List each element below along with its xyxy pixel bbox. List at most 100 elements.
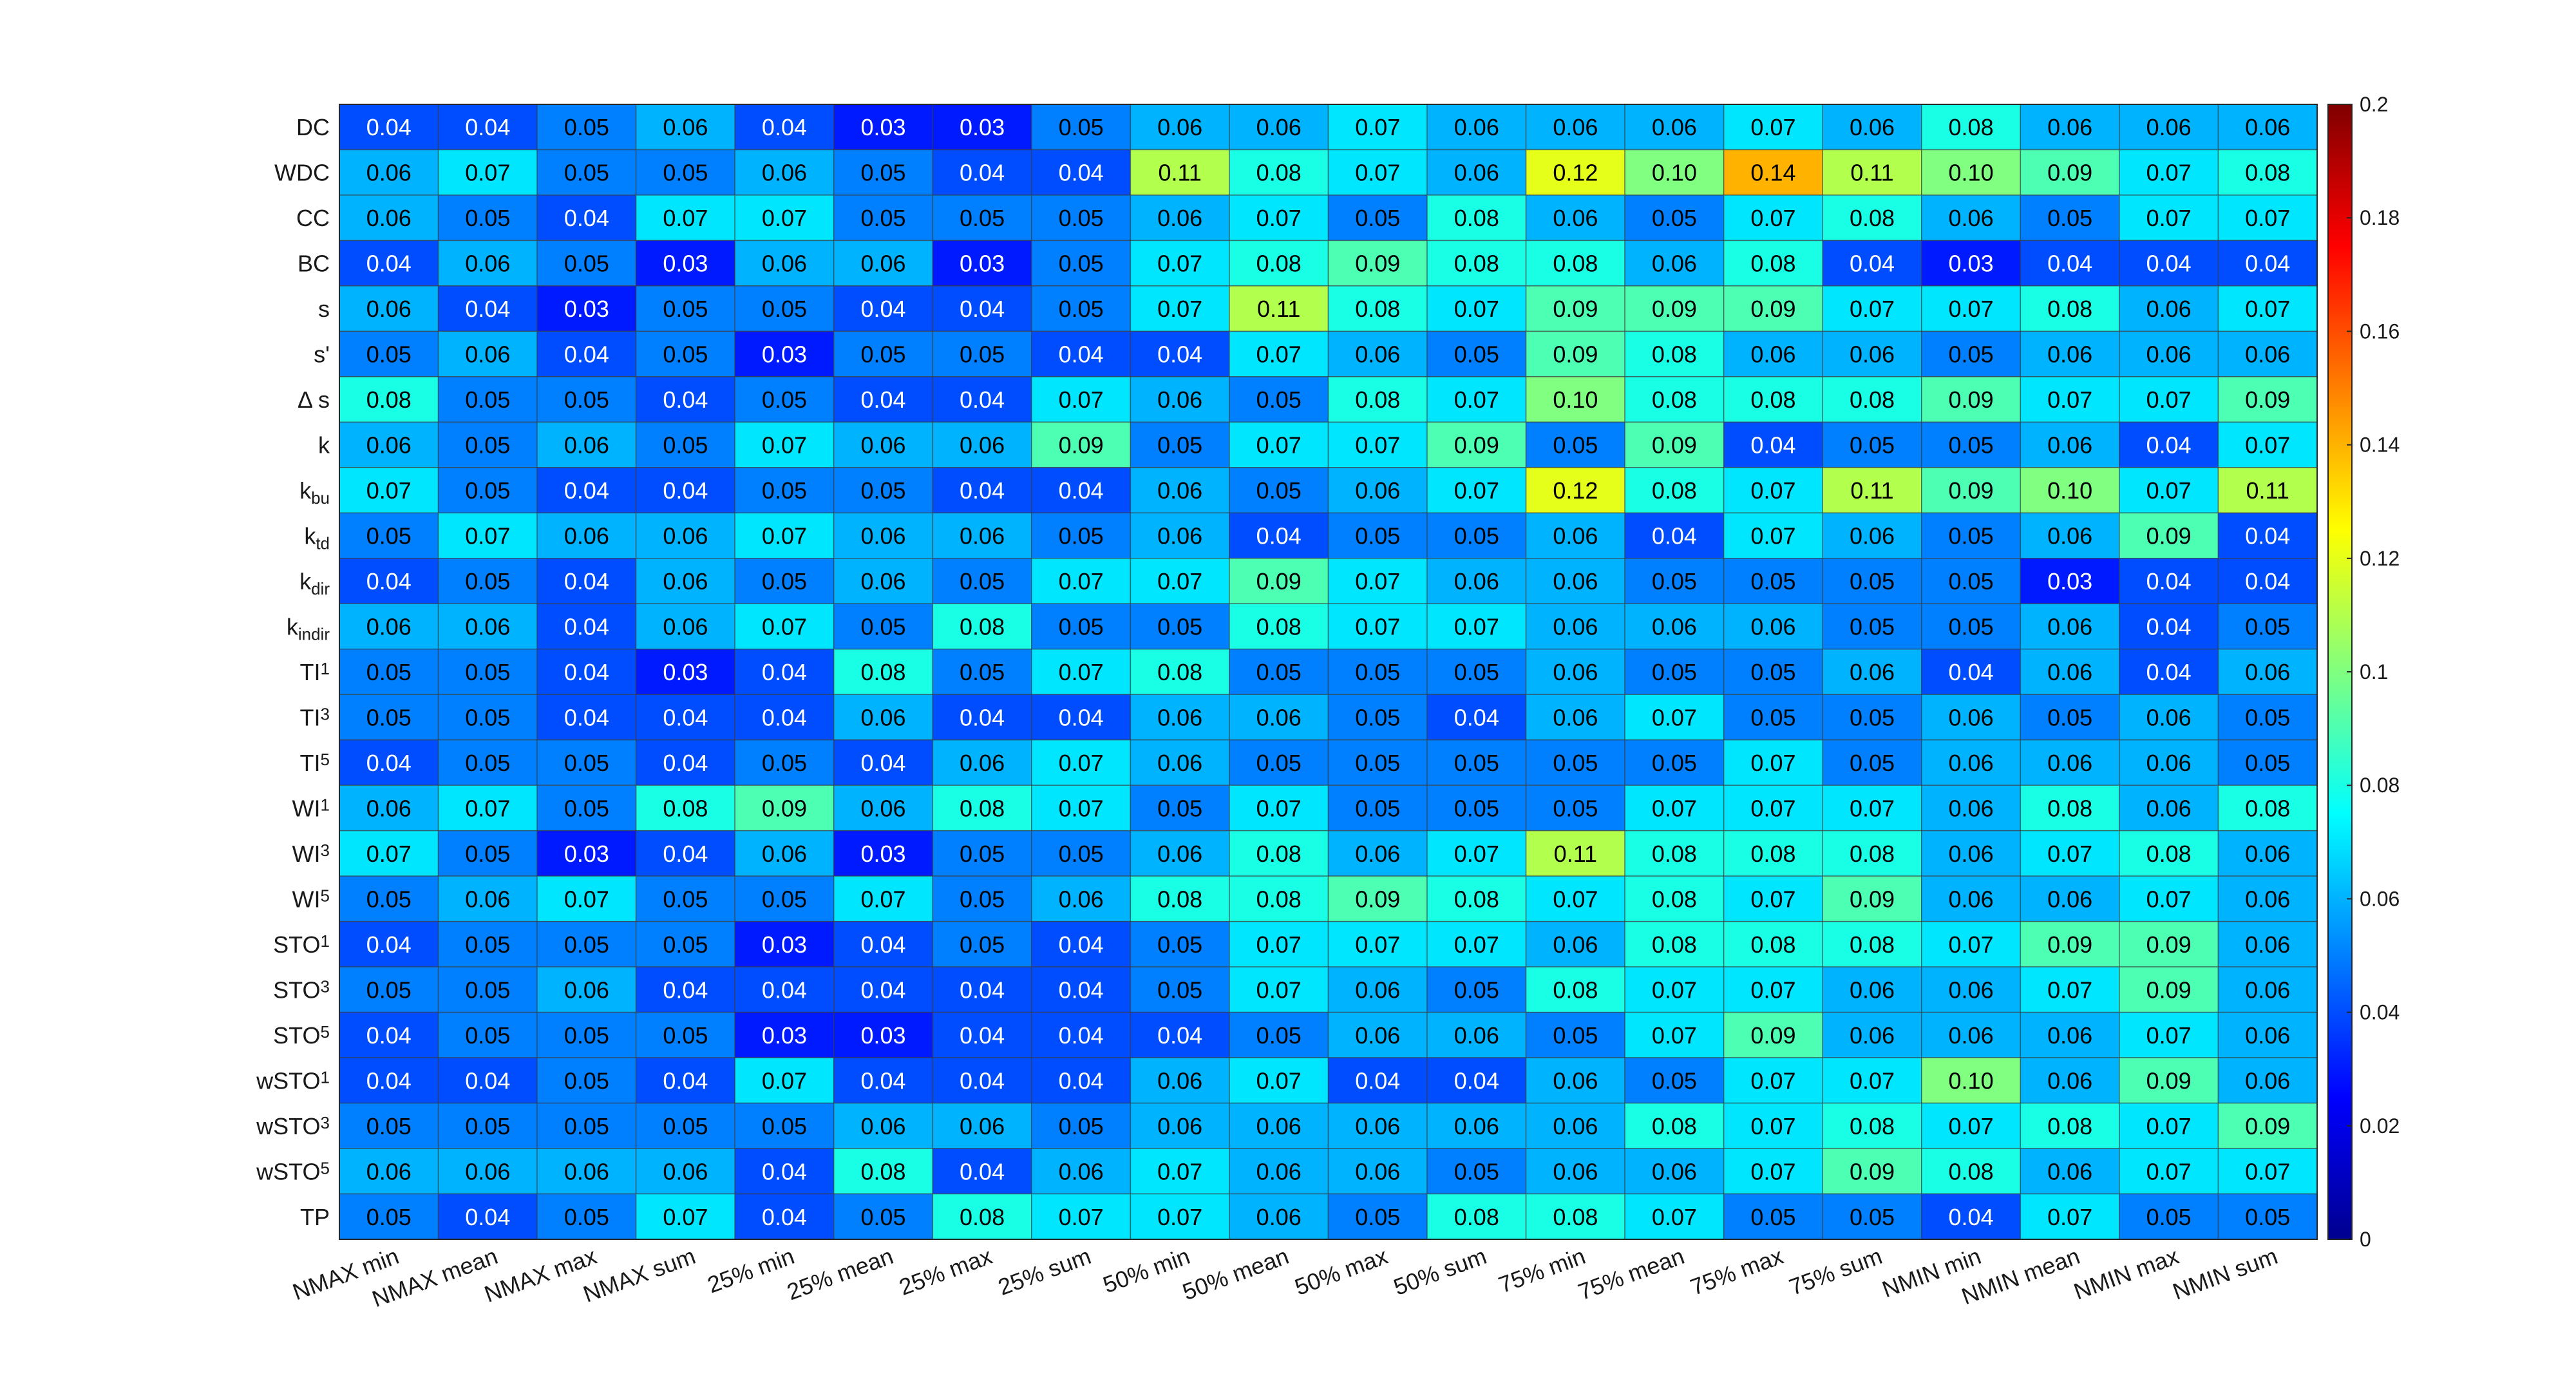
heatmap-cell bbox=[1426, 966, 1527, 1013]
heatmap-cell bbox=[734, 739, 835, 786]
cell-value-label: 0.06 bbox=[1256, 1113, 1302, 1139]
heatmap-cell bbox=[1327, 195, 1428, 242]
cell-value-label: 0.08 bbox=[960, 795, 1005, 821]
heatmap-cell bbox=[1822, 558, 1922, 605]
cell-value-label: 0.04 bbox=[960, 1022, 1005, 1049]
heatmap-cell bbox=[833, 240, 934, 287]
cell-value-label: 0.05 bbox=[1059, 614, 1104, 640]
heatmap-cell bbox=[1723, 966, 1823, 1013]
heatmap-cell bbox=[635, 330, 735, 377]
heatmap-cell bbox=[2119, 649, 2219, 695]
cell-value-label: 0.07 bbox=[1157, 1204, 1202, 1230]
cell-value-label: 0.06 bbox=[1355, 477, 1400, 504]
heatmap-cell bbox=[1822, 104, 1922, 151]
cell-value-label: 0.10 bbox=[2047, 477, 2092, 504]
cell-value-label: 0.07 bbox=[1157, 251, 1202, 277]
heatmap-cell bbox=[1031, 694, 1132, 741]
heatmap-cell bbox=[2217, 1102, 2318, 1149]
heatmap-cell bbox=[1624, 512, 1725, 559]
heatmap-cell bbox=[2020, 149, 2120, 196]
heatmap-cell bbox=[1525, 467, 1625, 514]
cell-value-label: 0.04 bbox=[366, 568, 412, 595]
heatmap-cell bbox=[1723, 694, 1823, 741]
heatmap-cell bbox=[734, 1011, 835, 1058]
cell-value-label: 0.06 bbox=[1355, 976, 1400, 1003]
heatmap-cell bbox=[932, 830, 1032, 877]
row-label: kbu bbox=[299, 477, 330, 508]
heatmap-cell bbox=[833, 649, 934, 695]
heatmap-cell bbox=[1229, 649, 1329, 695]
cell-value-label: 0.06 bbox=[1652, 1158, 1697, 1185]
heatmap-cell bbox=[437, 104, 538, 151]
heatmap-cell bbox=[437, 830, 538, 877]
heatmap-cell bbox=[2020, 1193, 2120, 1240]
cell-value-label: 0.06 bbox=[2245, 841, 2290, 867]
cell-value-label: 0.06 bbox=[1157, 477, 1202, 504]
colorbar-tick-label: 0.04 bbox=[2360, 1001, 2400, 1024]
cell-value-label: 0.04 bbox=[2245, 251, 2290, 277]
cell-value-label: 0.06 bbox=[366, 432, 412, 459]
cell-value-label: 0.07 bbox=[366, 477, 412, 504]
cell-value-label: 0.04 bbox=[564, 704, 609, 730]
cell-value-label: 0.07 bbox=[762, 432, 807, 459]
heatmap-cell bbox=[1229, 1102, 1329, 1149]
cell-value-label: 0.08 bbox=[1850, 841, 1895, 867]
cell-value-label: 0.05 bbox=[1949, 568, 1994, 595]
cell-value-label: 0.05 bbox=[1652, 750, 1697, 776]
cell-value-label: 0.06 bbox=[860, 523, 905, 549]
cell-value-label: 0.05 bbox=[1059, 523, 1104, 549]
heatmap-cell bbox=[437, 739, 538, 786]
heatmap-cell bbox=[635, 240, 735, 287]
heatmap-cell bbox=[1822, 421, 1922, 468]
heatmap-cell bbox=[1130, 1011, 1230, 1058]
heatmap-cell bbox=[1031, 104, 1132, 151]
heatmap-cell bbox=[339, 149, 439, 196]
cell-value-label: 0.06 bbox=[1553, 659, 1598, 685]
cell-value-label: 0.08 bbox=[1256, 886, 1302, 912]
row-label: TI5 bbox=[300, 750, 330, 776]
cell-value-label: 0.05 bbox=[1256, 750, 1302, 776]
heatmap-cell bbox=[2020, 785, 2120, 832]
cell-value-label: 0.04 bbox=[2245, 523, 2290, 549]
cell-value-label: 0.03 bbox=[663, 659, 708, 685]
cell-value-label: 0.07 bbox=[1157, 1158, 1202, 1185]
heatmap-cell bbox=[1525, 875, 1625, 922]
cell-value-label: 0.07 bbox=[2146, 1158, 2192, 1185]
heatmap-cell bbox=[536, 149, 637, 196]
cell-value-label: 0.05 bbox=[564, 386, 609, 413]
cell-value-label: 0.04 bbox=[663, 1067, 708, 1094]
heatmap-cell bbox=[932, 1193, 1032, 1240]
cell-value-label: 0.08 bbox=[1652, 477, 1697, 504]
cell-value-label: 0.05 bbox=[1256, 659, 1302, 685]
heatmap-cell bbox=[2119, 558, 2219, 605]
cell-value-label: 0.11 bbox=[2246, 477, 2289, 504]
cell-value-label: 0.06 bbox=[2245, 341, 2290, 368]
cell-value-label: 0.06 bbox=[762, 841, 807, 867]
cell-value-label: 0.06 bbox=[2245, 886, 2290, 912]
heatmap-cell bbox=[2020, 330, 2120, 377]
cell-value-label: 0.05 bbox=[1553, 1022, 1598, 1049]
cell-value-label: 0.05 bbox=[1454, 659, 1499, 685]
row-label: ktd bbox=[304, 523, 330, 553]
cell-value-label: 0.14 bbox=[1750, 160, 1795, 186]
cell-value-label: 0.05 bbox=[465, 931, 510, 958]
cell-value-label: 0.07 bbox=[1157, 296, 1202, 322]
cell-value-label: 0.05 bbox=[2245, 614, 2290, 640]
row-label: STO1 bbox=[273, 931, 330, 958]
cell-value-label: 0.05 bbox=[465, 750, 510, 776]
cell-value-label: 0.04 bbox=[1949, 659, 1994, 685]
heatmap-cell bbox=[2119, 603, 2219, 650]
cell-value-label: 0.06 bbox=[2245, 1067, 2290, 1094]
column-label: 50% max bbox=[1291, 1243, 1391, 1300]
cell-value-label: 0.05 bbox=[663, 341, 708, 368]
cell-value-label: 0.05 bbox=[1157, 976, 1202, 1003]
heatmap-cell bbox=[437, 467, 538, 514]
cell-value-label: 0.06 bbox=[1454, 1022, 1499, 1049]
heatmap-cell bbox=[339, 104, 439, 151]
cell-value-label: 0.05 bbox=[564, 1113, 609, 1139]
heatmap-cell bbox=[1426, 603, 1527, 650]
heatmap-cell bbox=[635, 739, 735, 786]
heatmap-cell bbox=[1327, 739, 1428, 786]
heatmap-cell bbox=[932, 1148, 1032, 1195]
cell-value-label: 0.06 bbox=[1256, 114, 1302, 140]
